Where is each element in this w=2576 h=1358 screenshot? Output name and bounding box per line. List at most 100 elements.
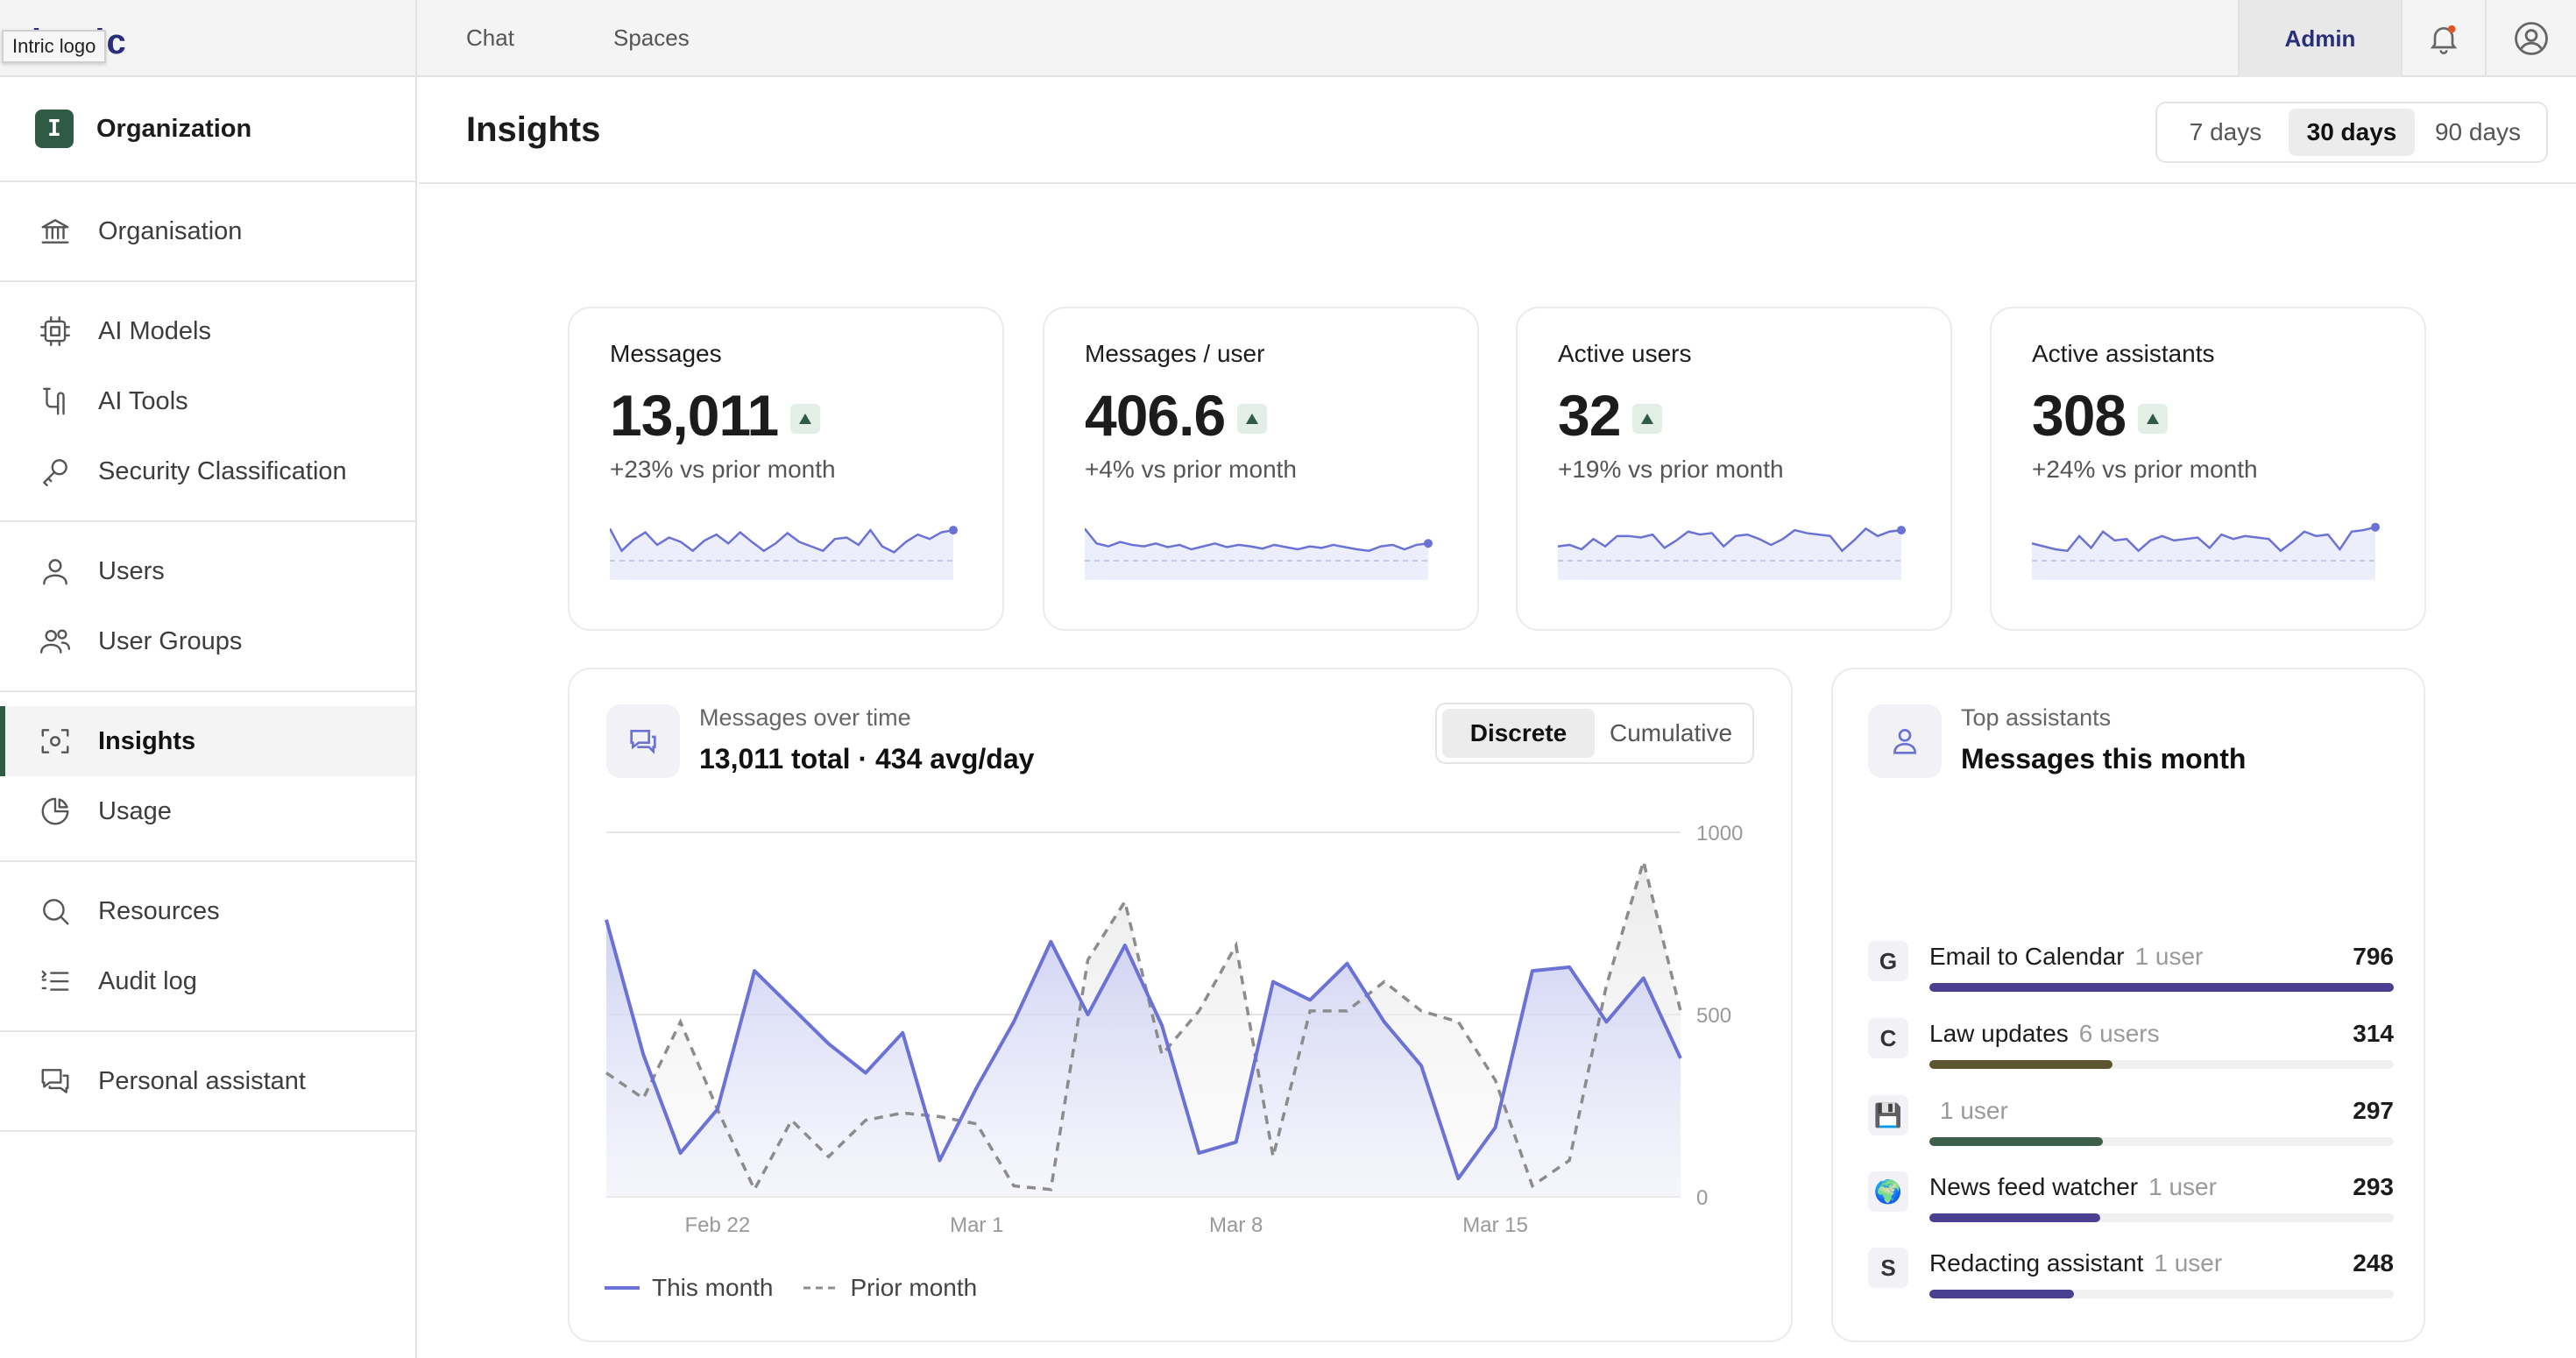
org-badge: I	[35, 110, 74, 148]
nav-spaces[interactable]: Spaces	[613, 25, 690, 51]
assistant-name-wrap: Law updates 6 users	[1929, 1020, 2160, 1048]
assistant-users: 1 user	[2148, 1173, 2217, 1200]
assistant-users: 1 user	[2134, 943, 2204, 970]
sidebar: I Organization Organisation AI Models AI T…	[0, 77, 417, 1358]
stat-label: Messages / user	[1085, 340, 1265, 367]
range-30-days[interactable]: 30 days	[2289, 109, 2415, 156]
assistant-count: 796	[2353, 943, 2394, 970]
range-7-days[interactable]: 7 days	[2189, 118, 2262, 145]
sidebar-item-label: Resources	[98, 896, 220, 925]
sidebar-item-resources[interactable]: Resources	[0, 876, 415, 946]
nav-group: Users User Groups	[0, 522, 415, 692]
nav-group: Organisation	[0, 182, 415, 282]
user-icon	[37, 553, 74, 590]
mode-discrete[interactable]: Discrete	[1442, 709, 1595, 758]
search-icon	[37, 893, 74, 930]
top-bar: intric Intric logo Chat Spaces Admin	[0, 0, 2576, 77]
solid-line-swatch	[605, 1286, 640, 1290]
key-icon	[37, 453, 74, 490]
assistant-bar-fill	[1929, 983, 2394, 992]
sparkline	[610, 526, 958, 580]
y-tick-label: 0	[1696, 1186, 1708, 1210]
assistant-row[interactable]: G Email to Calendar 1 user 796	[1868, 941, 2394, 994]
nav-group: Personal assistant	[0, 1032, 415, 1132]
stat-card: Messages 13,011 +23% vs prior month	[568, 307, 1004, 631]
assistant-bar-track	[1929, 1060, 2394, 1069]
assistant-users: 6 users	[2078, 1020, 2160, 1047]
chat-icon	[37, 1063, 74, 1100]
sidebar-item-users[interactable]: Users	[0, 536, 415, 606]
stat-delta: +24% vs prior month	[2032, 456, 2258, 483]
assistant-bar-fill	[1929, 1213, 2101, 1222]
assistant-bar-track	[1929, 1290, 2394, 1298]
mot-summary: 13,011 total · 434 avg/day	[699, 743, 1035, 774]
chat-tile	[606, 704, 680, 778]
legend-this-month-label: This month	[652, 1274, 774, 1301]
stat-value: 308	[2032, 383, 2127, 448]
logo-area[interactable]: intric Intric logo	[0, 0, 417, 77]
sidebar-item-insights[interactable]: Insights	[0, 706, 415, 776]
account-button[interactable]	[2485, 0, 2576, 77]
assistant-name: News feed watcher	[1929, 1173, 2139, 1200]
sidebar-nav: Organisation AI Models AI Tools Security Cl…	[0, 182, 415, 1132]
sparkline-end-point	[1897, 526, 1906, 535]
this-month-area	[606, 919, 1681, 1197]
sparkline-line	[1085, 527, 1429, 552]
assistant-name: Redacting assistant	[1929, 1249, 2144, 1277]
legend-prior-month-label: Prior month	[850, 1274, 978, 1301]
chart-legend: This month Prior month	[605, 1274, 1007, 1302]
assistant-count: 293	[2353, 1173, 2394, 1200]
range-90-days[interactable]: 90 days	[2434, 118, 2522, 145]
org-title: Organization	[96, 114, 252, 143]
sidebar-item-ai-tools[interactable]: AI Tools	[0, 366, 415, 436]
assistant-avatar: G	[1868, 941, 1908, 981]
stat-label: Active users	[1558, 340, 1692, 367]
assistant-bar-track	[1929, 983, 2394, 992]
stat-card: Active users 32 +19% vs prior month	[1516, 307, 1952, 631]
stat-value: 406.6	[1085, 383, 1226, 448]
assistant-name-wrap: News feed watcher 1 user	[1929, 1173, 2217, 1201]
stat-delta: +4% vs prior month	[1085, 456, 1297, 483]
sidebar-item-user-groups[interactable]: User Groups	[0, 606, 415, 676]
assistant-count: 314	[2353, 1020, 2394, 1047]
sparkline-area	[1085, 528, 1428, 580]
assistant-bar-fill	[1929, 1290, 2075, 1298]
sidebar-item-label: Organisation	[98, 216, 243, 245]
assistant-count: 248	[2353, 1249, 2394, 1277]
assistant-name: Law updates	[1929, 1020, 2069, 1047]
assistant-avatar: 🌍	[1868, 1171, 1908, 1212]
assistant-name-wrap: 1 user	[1929, 1097, 2008, 1125]
sparkline-line	[1558, 527, 1902, 553]
user-circle-icon	[2515, 22, 2548, 55]
assistant-row[interactable]: 💾 1 user 297	[1868, 1095, 2394, 1148]
mode-selector: Discrete Cumulative	[1435, 703, 1754, 764]
dashed-line-swatch	[803, 1286, 839, 1290]
assistant-name-wrap: Redacting assistant 1 user	[1929, 1249, 2222, 1277]
notifications-button[interactable]	[2401, 0, 2485, 77]
admin-button[interactable]: Admin	[2238, 0, 2401, 77]
sidebar-item-organisation[interactable]: Organisation	[0, 196, 415, 266]
assistant-count: 297	[2353, 1097, 2394, 1124]
y-tick-label: 1000	[1696, 822, 1743, 845]
mode-cumulative[interactable]: Cumulative	[1609, 719, 1733, 746]
sidebar-item-personal-assistant[interactable]: Personal assistant	[0, 1046, 415, 1116]
sidebar-item-ai-models[interactable]: AI Models	[0, 296, 415, 366]
assistant-avatar: 💾	[1868, 1095, 1908, 1135]
sparkline-area	[1558, 528, 1901, 580]
trend-up-icon	[2138, 404, 2169, 434]
stat-value-wrap: 308	[2032, 382, 2169, 449]
chip-icon	[37, 313, 74, 350]
assistant-row[interactable]: 🌍 News feed watcher 1 user 293	[1868, 1171, 2394, 1224]
stat-value-wrap: 13,011	[610, 382, 821, 449]
nav-group: Resources Audit log	[0, 862, 415, 1032]
sidebar-item-security-classification[interactable]: Security Classification	[0, 436, 415, 506]
sidebar-item-usage[interactable]: Usage	[0, 776, 415, 846]
assistant-row[interactable]: S Redacting assistant 1 user 248	[1868, 1248, 2394, 1300]
sparkline	[1085, 527, 1433, 580]
insights-icon	[37, 723, 74, 760]
sidebar-item-audit-log[interactable]: Audit log	[0, 946, 415, 1016]
assistant-row[interactable]: C Law updates 6 users 314	[1868, 1018, 2394, 1071]
nav-chat[interactable]: Chat	[466, 25, 514, 51]
assistant-bar-track	[1929, 1213, 2394, 1222]
this-month-line	[605, 919, 1682, 1181]
